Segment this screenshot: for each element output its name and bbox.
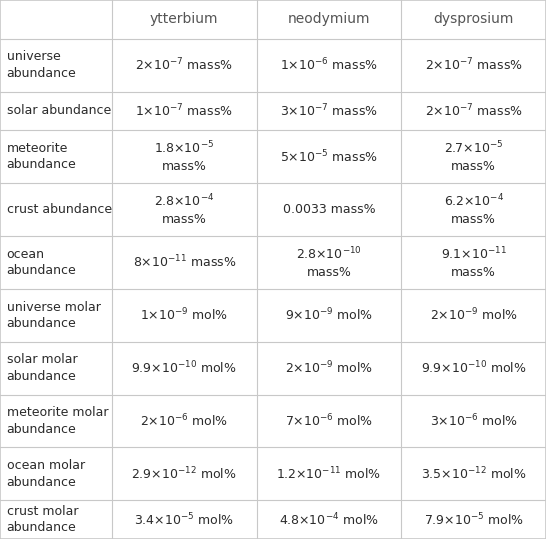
Text: $5{\times}10^{-5}$ mass%: $5{\times}10^{-5}$ mass% (280, 148, 378, 165)
Text: $2.9{\times}10^{-12}$ mol%: $2.9{\times}10^{-12}$ mol% (132, 466, 237, 482)
Text: $3.4{\times}10^{-5}$ mol%: $3.4{\times}10^{-5}$ mol% (134, 512, 234, 528)
Text: ocean
abundance: ocean abundance (7, 247, 76, 277)
Text: $7{\times}10^{-6}$ mol%: $7{\times}10^{-6}$ mol% (285, 413, 373, 430)
Text: $2.8{\times}10^{-4}$
mass%: $2.8{\times}10^{-4}$ mass% (154, 193, 215, 226)
Text: crust abundance: crust abundance (7, 203, 112, 216)
Text: $4.8{\times}10^{-4}$ mol%: $4.8{\times}10^{-4}$ mol% (279, 512, 379, 528)
Text: ocean molar
abundance: ocean molar abundance (7, 459, 85, 489)
Text: $9.1{\times}10^{-11}$
mass%: $9.1{\times}10^{-11}$ mass% (441, 246, 507, 279)
Text: $8{\times}10^{-11}$ mass%: $8{\times}10^{-11}$ mass% (133, 254, 236, 271)
Text: $1{\times}10^{-6}$ mass%: $1{\times}10^{-6}$ mass% (280, 57, 378, 73)
Text: $2{\times}10^{-7}$ mass%: $2{\times}10^{-7}$ mass% (135, 57, 233, 73)
Text: $7.9{\times}10^{-5}$ mol%: $7.9{\times}10^{-5}$ mol% (424, 512, 524, 528)
Text: $2.8{\times}10^{-10}$
mass%: $2.8{\times}10^{-10}$ mass% (296, 246, 362, 279)
Text: $9{\times}10^{-9}$ mol%: $9{\times}10^{-9}$ mol% (285, 307, 373, 323)
Text: $3{\times}10^{-7}$ mass%: $3{\times}10^{-7}$ mass% (280, 102, 378, 119)
Text: crust molar
abundance: crust molar abundance (7, 505, 78, 535)
Text: $2{\times}10^{-9}$ mol%: $2{\times}10^{-9}$ mol% (430, 307, 518, 323)
Text: $2{\times}10^{-7}$ mass%: $2{\times}10^{-7}$ mass% (425, 102, 523, 119)
Text: neodymium: neodymium (288, 12, 370, 26)
Text: 0.0033 mass%: 0.0033 mass% (283, 203, 375, 216)
Text: $2.7{\times}10^{-5}$
mass%: $2.7{\times}10^{-5}$ mass% (444, 140, 503, 173)
Text: meteorite molar
abundance: meteorite molar abundance (7, 406, 108, 436)
Text: $3.5{\times}10^{-12}$ mol%: $3.5{\times}10^{-12}$ mol% (421, 466, 526, 482)
Text: $2{\times}10^{-6}$ mol%: $2{\times}10^{-6}$ mol% (140, 413, 228, 430)
Text: $3{\times}10^{-6}$ mol%: $3{\times}10^{-6}$ mol% (430, 413, 518, 430)
Text: $1.8{\times}10^{-5}$
mass%: $1.8{\times}10^{-5}$ mass% (154, 140, 215, 173)
Text: $1{\times}10^{-9}$ mol%: $1{\times}10^{-9}$ mol% (140, 307, 228, 323)
Text: meteorite
abundance: meteorite abundance (7, 142, 76, 171)
Text: universe molar
abundance: universe molar abundance (7, 301, 100, 330)
Text: universe
abundance: universe abundance (7, 50, 76, 80)
Text: $2{\times}10^{-9}$ mol%: $2{\times}10^{-9}$ mol% (285, 360, 373, 376)
Text: $1.2{\times}10^{-11}$ mol%: $1.2{\times}10^{-11}$ mol% (276, 466, 382, 482)
Text: $9.9{\times}10^{-10}$ mol%: $9.9{\times}10^{-10}$ mol% (421, 360, 526, 376)
Text: ytterbium: ytterbium (150, 12, 218, 26)
Text: $1{\times}10^{-7}$ mass%: $1{\times}10^{-7}$ mass% (135, 102, 233, 119)
Text: $2{\times}10^{-7}$ mass%: $2{\times}10^{-7}$ mass% (425, 57, 523, 73)
Text: solar abundance: solar abundance (7, 105, 111, 118)
Text: $6.2{\times}10^{-4}$
mass%: $6.2{\times}10^{-4}$ mass% (443, 193, 504, 226)
Text: $9.9{\times}10^{-10}$ mol%: $9.9{\times}10^{-10}$ mol% (132, 360, 237, 376)
Text: dysprosium: dysprosium (434, 12, 514, 26)
Text: solar molar
abundance: solar molar abundance (7, 354, 77, 383)
